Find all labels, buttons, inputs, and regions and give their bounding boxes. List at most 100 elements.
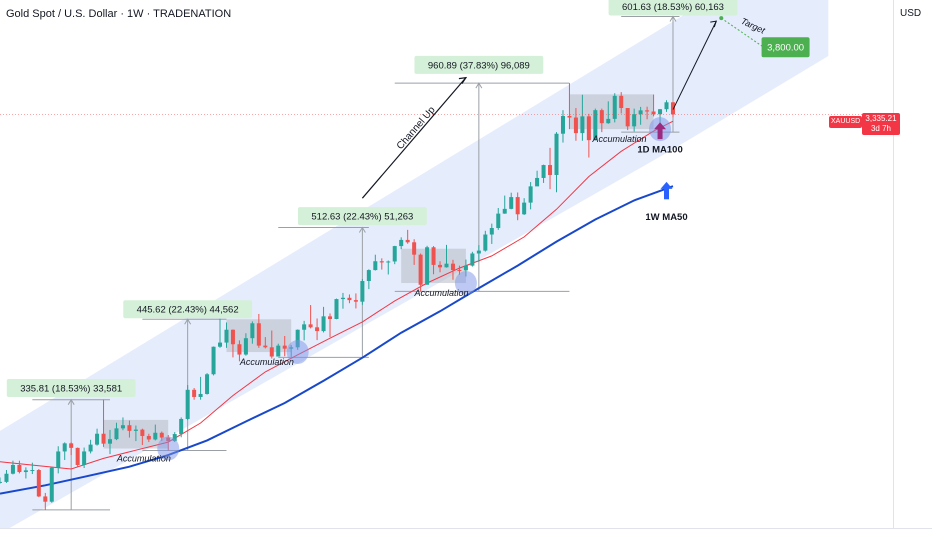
candle[interactable] [308,324,313,328]
candle[interactable] [373,261,378,271]
candle[interactable] [515,197,520,215]
candle[interactable] [353,300,358,302]
candle[interactable] [664,102,669,110]
candle[interactable] [457,270,462,272]
candle[interactable] [230,329,235,345]
candle[interactable] [489,228,494,235]
candle[interactable] [334,299,339,319]
candle[interactable] [470,253,475,266]
candle[interactable] [548,165,553,175]
candle[interactable] [198,393,203,397]
candle[interactable] [75,447,80,465]
candle[interactable] [431,247,436,265]
candle[interactable] [658,109,663,115]
candle[interactable] [205,374,210,394]
candle[interactable] [386,261,391,263]
candle[interactable] [237,344,242,355]
candle[interactable] [321,316,326,332]
candle[interactable] [140,429,145,436]
candle[interactable] [476,250,481,254]
candle[interactable] [218,342,223,347]
candle[interactable] [328,316,333,319]
candle[interactable] [43,496,48,502]
time-axis[interactable] [0,528,932,551]
candle[interactable] [172,434,177,442]
candle[interactable] [114,428,119,440]
candle[interactable] [315,327,320,332]
candle[interactable] [651,111,656,115]
candle[interactable] [645,110,650,112]
candle[interactable] [282,345,287,349]
candle[interactable] [340,297,345,300]
candle[interactable] [528,186,533,203]
candle[interactable] [62,443,67,452]
candle[interactable] [522,202,527,215]
candle[interactable] [0,481,3,483]
candle[interactable] [36,470,41,497]
candle[interactable] [670,102,675,115]
candle[interactable] [586,116,591,141]
candle[interactable] [10,464,15,474]
candle[interactable] [108,439,113,444]
candle[interactable] [567,115,572,118]
candle[interactable] [185,389,190,419]
candle[interactable] [146,435,151,440]
candle[interactable] [211,346,216,375]
candle[interactable] [295,329,300,348]
candle[interactable] [243,338,248,355]
candle[interactable] [541,165,546,178]
candle[interactable] [360,281,365,302]
candle[interactable] [450,263,455,271]
candle[interactable] [269,347,274,357]
candle[interactable] [30,470,35,472]
candle[interactable] [379,261,384,263]
candle[interactable] [276,345,281,357]
candle[interactable] [347,297,352,301]
candle[interactable] [573,117,578,134]
candle[interactable] [133,429,138,431]
candle[interactable] [56,451,61,468]
candle[interactable] [425,247,430,285]
candle[interactable] [153,432,158,440]
candle[interactable] [632,114,637,127]
candle[interactable] [509,197,514,209]
candle[interactable] [405,239,410,243]
candle[interactable] [412,242,417,255]
candle[interactable] [502,208,507,214]
candle[interactable] [224,329,229,343]
candle[interactable] [120,425,125,429]
candle[interactable] [49,467,54,502]
candle[interactable] [192,389,197,397]
candle[interactable] [625,108,630,127]
candle[interactable] [392,246,397,262]
candle[interactable] [95,433,100,445]
candle[interactable] [612,95,617,119]
candle[interactable] [444,263,449,268]
candle[interactable] [599,110,604,124]
candle[interactable] [619,95,624,109]
candle[interactable] [560,115,565,134]
candle[interactable] [638,110,643,115]
candle[interactable] [23,470,28,473]
candle[interactable] [127,425,132,431]
candle[interactable] [535,177,540,187]
candle[interactable] [606,118,611,124]
candle[interactable] [593,110,598,141]
candle[interactable] [302,324,307,330]
candle[interactable] [418,254,423,285]
candle[interactable] [366,270,371,282]
candle[interactable] [159,432,164,438]
candle[interactable] [580,116,585,134]
candle[interactable] [496,213,501,229]
candle[interactable] [256,323,261,346]
candle[interactable] [101,433,106,444]
candle[interactable] [438,264,443,268]
candle[interactable] [554,133,559,175]
price-axis[interactable] [893,0,932,528]
candle[interactable] [82,451,87,465]
candle[interactable] [88,444,93,452]
candle[interactable] [463,265,468,271]
candle[interactable] [17,464,22,473]
candle[interactable] [69,443,74,448]
